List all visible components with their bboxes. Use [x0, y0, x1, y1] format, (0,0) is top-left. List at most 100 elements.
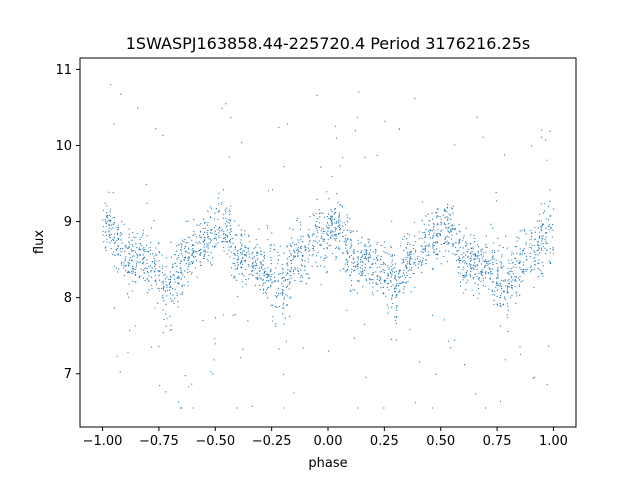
data-point — [422, 251, 424, 253]
data-point — [352, 251, 354, 253]
data-point — [541, 261, 543, 264]
data-point — [362, 254, 364, 256]
data-point — [544, 139, 546, 141]
data-point — [522, 264, 524, 266]
data-point — [304, 249, 306, 251]
data-point — [139, 242, 141, 245]
data-point — [507, 305, 509, 308]
data-point — [343, 240, 345, 243]
data-point — [369, 277, 371, 280]
data-point — [263, 275, 265, 277]
data-point — [548, 219, 550, 221]
data-point — [535, 253, 537, 256]
data-point — [497, 237, 499, 240]
data-point — [437, 229, 439, 231]
data-point — [361, 260, 363, 262]
data-point — [406, 238, 408, 240]
data-point — [326, 242, 329, 244]
data-point — [403, 249, 405, 252]
data-point — [394, 319, 397, 322]
data-point — [463, 256, 465, 258]
data-point — [198, 249, 201, 251]
data-point — [285, 274, 287, 276]
data-point — [296, 250, 298, 252]
data-point — [517, 277, 520, 279]
data-point — [288, 283, 290, 285]
data-point — [484, 267, 486, 269]
data-point — [346, 249, 348, 251]
data-point — [240, 234, 242, 236]
data-point — [331, 175, 333, 178]
data-point — [260, 250, 262, 252]
data-point — [331, 222, 333, 224]
data-point — [112, 238, 114, 241]
data-point — [192, 251, 194, 253]
data-point — [240, 356, 242, 359]
data-point — [356, 265, 358, 268]
data-point — [163, 274, 165, 277]
data-point — [418, 231, 420, 233]
data-point — [217, 232, 220, 234]
data-point — [482, 260, 484, 262]
data-point — [502, 290, 504, 292]
data-point — [293, 255, 295, 257]
data-point — [450, 347, 452, 349]
data-point — [180, 293, 182, 295]
data-point — [383, 407, 385, 409]
data-point — [146, 259, 148, 261]
data-point — [258, 270, 260, 272]
data-point — [311, 265, 313, 267]
data-point — [346, 253, 348, 255]
data-point — [421, 261, 424, 263]
data-point — [394, 263, 397, 265]
data-point — [454, 339, 456, 341]
data-point — [335, 137, 338, 139]
data-point — [274, 295, 276, 297]
data-point — [447, 242, 450, 244]
data-point — [420, 245, 422, 247]
data-point — [376, 154, 378, 156]
data-point — [409, 243, 411, 245]
data-point — [162, 289, 165, 291]
data-point — [266, 297, 269, 299]
data-point — [441, 229, 443, 231]
data-point — [120, 232, 122, 234]
data-point — [515, 292, 517, 295]
data-point — [304, 269, 306, 271]
data-point — [294, 268, 296, 270]
data-point — [267, 238, 269, 241]
data-point — [444, 237, 447, 239]
data-point — [436, 253, 439, 255]
data-point — [323, 216, 326, 218]
data-point — [361, 271, 364, 273]
data-point — [315, 261, 317, 264]
data-point — [150, 271, 152, 273]
data-point — [373, 258, 375, 261]
data-point — [144, 248, 146, 251]
data-point — [209, 216, 211, 218]
data-point — [475, 255, 477, 257]
data-point — [529, 252, 531, 255]
data-point — [335, 258, 337, 261]
data-point — [435, 373, 437, 375]
data-point — [330, 209, 332, 211]
data-point — [506, 303, 509, 305]
data-point — [401, 258, 403, 260]
data-point — [525, 233, 527, 235]
data-point — [144, 279, 146, 282]
data-point — [469, 275, 472, 277]
data-point — [395, 294, 397, 296]
data-point — [321, 235, 323, 237]
data-point — [538, 213, 541, 216]
data-point — [178, 277, 180, 279]
data-point — [478, 255, 480, 257]
data-point — [486, 264, 488, 266]
data-point — [342, 268, 344, 270]
data-point — [270, 284, 272, 286]
data-point — [391, 269, 393, 271]
data-point — [199, 236, 201, 238]
data-point — [375, 283, 377, 285]
data-point — [166, 318, 168, 320]
data-point — [381, 271, 383, 273]
data-point — [365, 245, 367, 247]
